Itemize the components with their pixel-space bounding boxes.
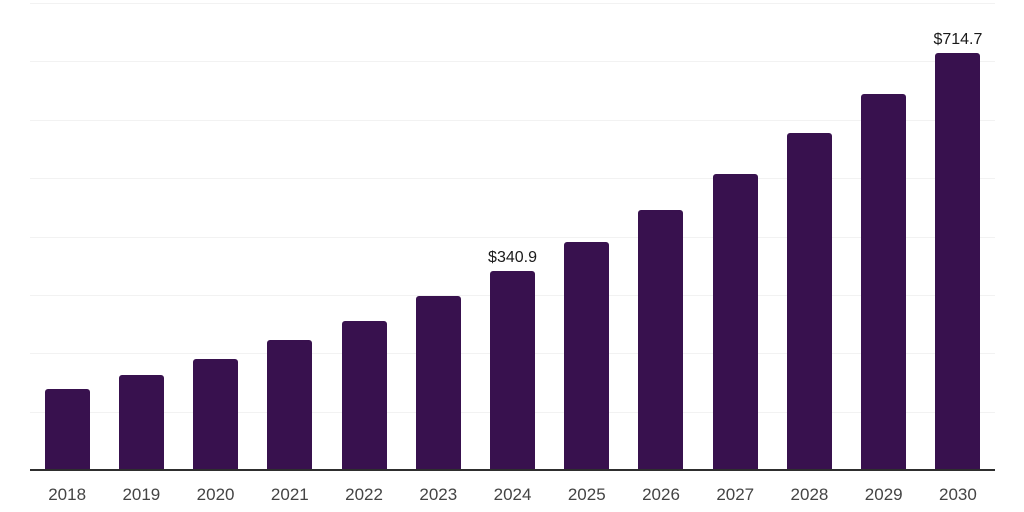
x-tick-label: 2023 (419, 485, 458, 504)
x-tick-label: 2028 (790, 485, 829, 504)
bar-column (847, 3, 921, 470)
gridline (30, 119, 995, 121)
bar (935, 52, 981, 470)
gridline (30, 61, 995, 63)
bar-column (550, 3, 624, 470)
x-tick-label: 2022 (345, 485, 383, 504)
bar (861, 94, 907, 470)
bar-column (327, 3, 401, 470)
x-tick-label: 2026 (642, 485, 680, 504)
bar-column: $714.7 (921, 3, 995, 470)
bar (490, 271, 536, 470)
bar-column (104, 3, 178, 470)
x-tick-label: 2019 (122, 485, 161, 504)
bar (193, 359, 239, 470)
bar (712, 174, 758, 470)
bar-column (30, 3, 104, 470)
bars-row: $340.9 $714.7 (30, 3, 995, 470)
x-tick-label: 2027 (716, 485, 755, 504)
bar (415, 296, 461, 470)
x-tick-label: 2020 (196, 485, 235, 504)
bar-column (624, 3, 698, 470)
gridline (30, 3, 995, 4)
bar (44, 389, 90, 470)
bar-column: $340.9 (475, 3, 549, 470)
bar (118, 375, 164, 470)
x-tick-label: 2021 (270, 485, 309, 504)
x-tick-label: 2030 (939, 485, 977, 504)
bar-column (401, 3, 475, 470)
bar (638, 209, 684, 470)
x-tick-label: 2018 (48, 485, 87, 504)
bar (341, 320, 387, 470)
bar-column (772, 3, 846, 470)
bar-value-label: $340.9 (488, 249, 537, 266)
bar (786, 133, 832, 470)
bar-column (178, 3, 252, 470)
bar-column (253, 3, 327, 470)
x-tick-label: 2025 (567, 485, 606, 504)
x-tick-label: 2024 (493, 485, 532, 504)
bar (267, 340, 313, 470)
x-axis-line (30, 469, 995, 471)
gridline (30, 236, 995, 238)
x-tick-label: 2029 (864, 485, 903, 504)
bar-column (698, 3, 772, 470)
gridline (30, 178, 995, 180)
x-axis-labels: 2018 2019 2020 2021 2022 2023 2024 2025 2026 2027… (30, 485, 995, 505)
plot-area: $340.9 $714.7 (30, 3, 995, 470)
bar (564, 241, 610, 470)
bar-value-label: $714.7 (933, 30, 983, 48)
